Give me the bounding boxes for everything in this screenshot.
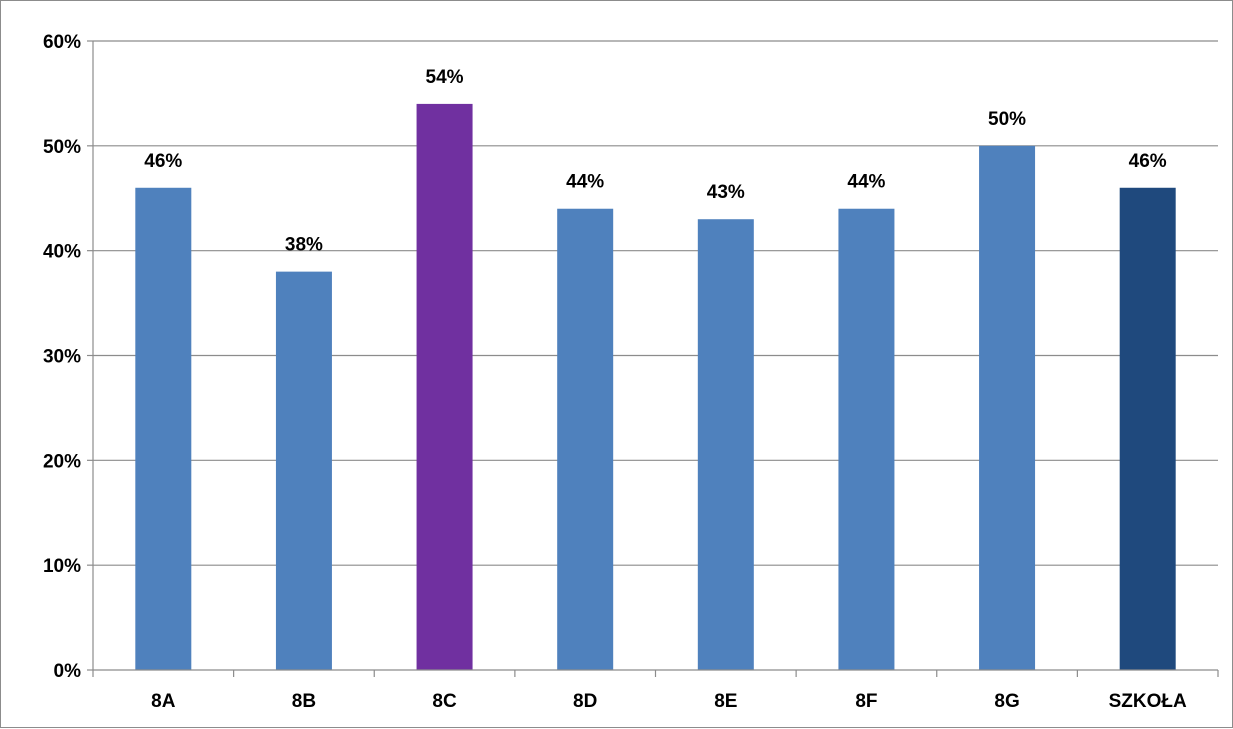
bar [838,208,895,670]
data-label: 44% [566,172,604,193]
y-tick-label: 60% [43,32,81,53]
data-label: 50% [988,109,1026,130]
data-label: 38% [285,235,323,256]
data-label: 54% [426,67,464,88]
y-tick-label: 0% [54,661,82,682]
bar [697,219,754,670]
bar [557,208,614,670]
x-tick-label: 8F [855,691,877,712]
x-tick-label: 8A [151,691,176,712]
data-label: 46% [1129,151,1167,172]
bar [979,145,1036,671]
x-tick-label: 8G [994,691,1019,712]
y-tick-labels: 0% 10% 20% 30% 40% 50% 60% [43,32,81,682]
data-label: 43% [707,182,745,203]
gridlines [93,40,1218,566]
y-tick-label: 20% [43,451,81,472]
y-tick-label: 30% [43,347,81,368]
x-tick-label: 8B [292,691,316,712]
y-tick-label: 40% [43,242,81,263]
x-tick-label: 8E [714,691,737,712]
x-tick-label: SZKOŁA [1109,691,1187,712]
y-tick-label: 10% [43,556,81,577]
y-tick-label: 50% [43,137,81,158]
bar [275,271,332,670]
data-labels: 46% 38% 54% 44% 43% 44% 50% 46% [144,67,1167,256]
x-tick-labels: 8A 8B 8C 8D 8E 8F 8G SZKOŁA [151,691,1187,712]
x-tick-label: 8C [432,691,457,712]
x-tick-label: 8D [573,691,597,712]
bar [135,187,192,670]
data-label: 46% [144,151,182,172]
axes [87,40,1219,677]
data-label: 44% [847,172,885,193]
bars [135,103,1176,671]
bar [1119,187,1176,670]
bar [416,103,473,670]
